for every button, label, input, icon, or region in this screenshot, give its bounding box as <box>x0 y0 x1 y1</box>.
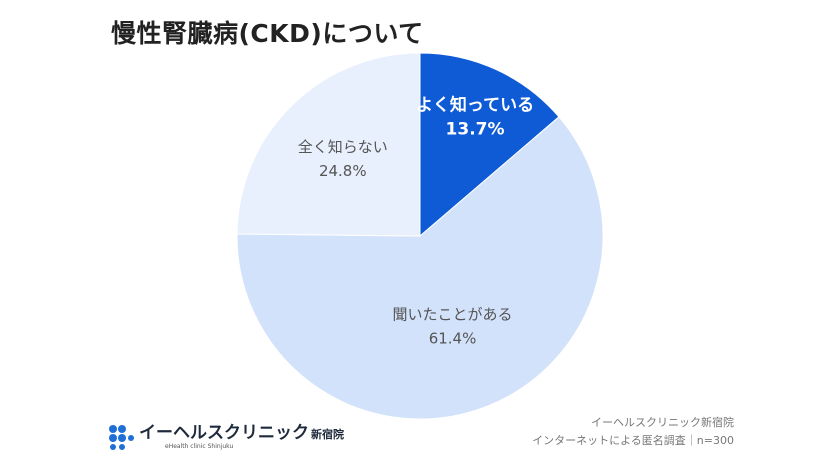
slice-not-know-category-label: 全く知らない <box>298 138 388 156</box>
clinic-logo-icon <box>109 425 134 450</box>
slice-heard-of-value-label: 61.4% <box>429 329 477 347</box>
clinic-logo: イーヘルスクリニック 新宿院 eHealth clinic Shinjuku <box>108 424 344 450</box>
slice-know-well-category-label: よく知っている <box>416 94 534 115</box>
slice-heard-of <box>236 116 604 420</box>
clinic-logo-name-main: イーヘルスクリニック <box>139 422 309 443</box>
slice-not-know <box>236 52 421 237</box>
slice-know-well <box>419 52 560 238</box>
slice-heard-of-category-label: 聞いたことがある <box>393 305 513 323</box>
slice-know-well-value-label: 13.7% <box>446 119 505 139</box>
clinic-logo-subtitle: eHealth clinic Shinjuku <box>165 442 234 450</box>
clinic-logo-name: イーヘルスクリニック 新宿院 <box>139 422 344 443</box>
source-survey: インターネットによる匿名調査｜n=300 <box>532 434 734 447</box>
slice-not-know-value-label: 24.8% <box>319 162 367 180</box>
source-note: イーヘルスクリニック新宿院 インターネットによる匿名調査｜n=300 <box>532 414 734 450</box>
chart-title: 慢性腎臓病(CKD)について <box>111 19 424 48</box>
clinic-logo-branch: 新宿院 <box>311 427 344 441</box>
source-clinic: イーヘルスクリニック新宿院 <box>591 416 734 429</box>
